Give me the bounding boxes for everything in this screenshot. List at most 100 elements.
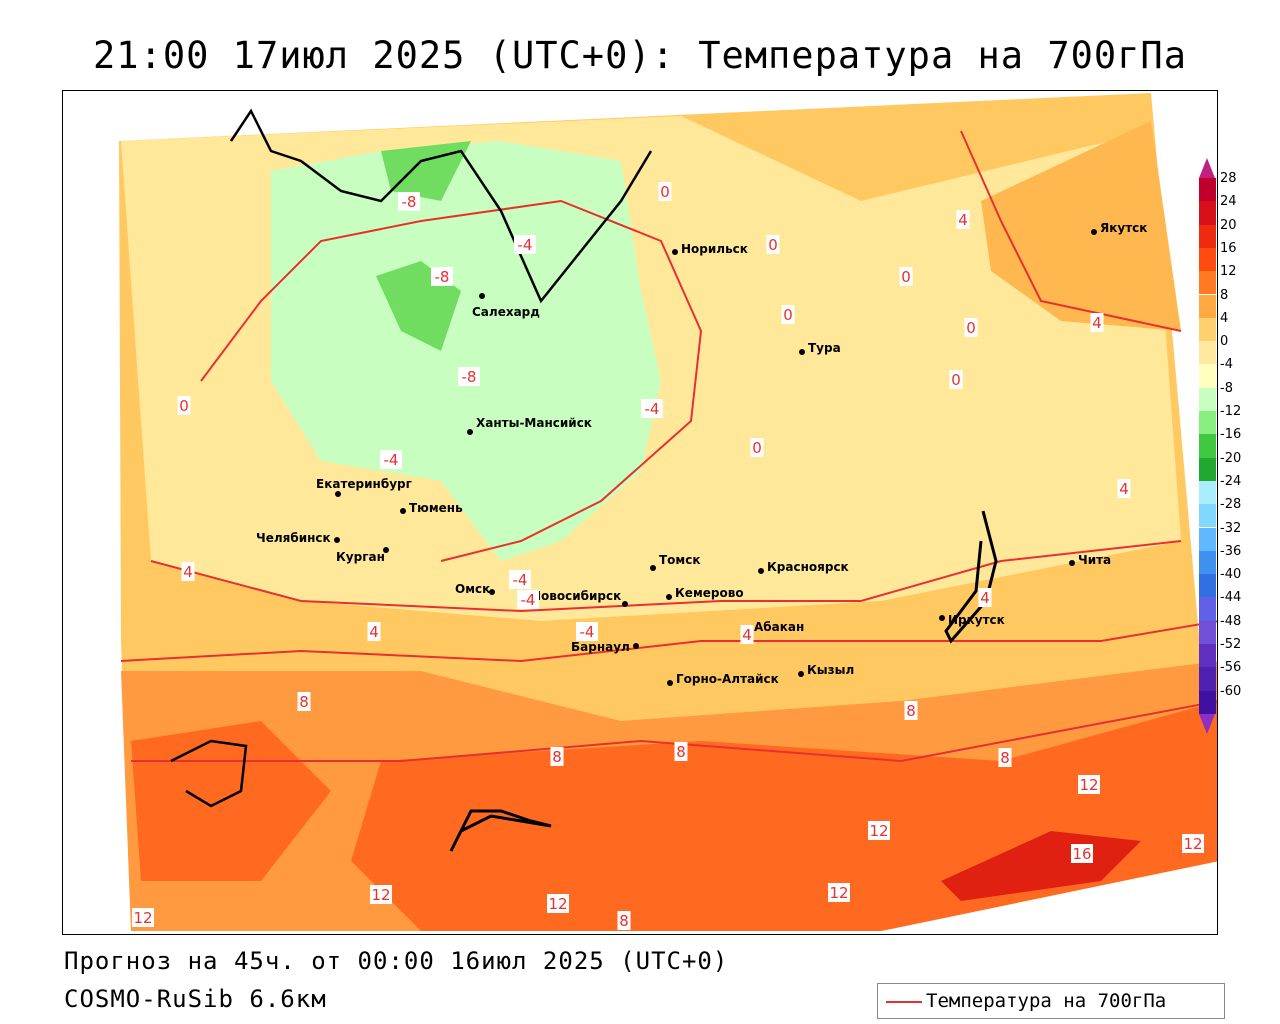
city-kurgan: Курган [336, 547, 389, 564]
colorbar-top-cap [1199, 158, 1215, 178]
city-norilsk: Норильск [672, 242, 748, 256]
svg-text:-8: -8 [435, 268, 450, 286]
svg-text:Тюмень: Тюмень [409, 501, 463, 515]
isoline-value-label: -8 [398, 192, 420, 211]
isoline-value-label: -4 [380, 450, 402, 469]
legend-label: Температура на 700гПа [926, 990, 1167, 1012]
isoline [200, 199, 703, 562]
isoline-value-label: 8 [617, 911, 631, 930]
colorbar-tick-label: 8 [1220, 287, 1229, 303]
coastline [229, 108, 653, 304]
cold-zone-core [381, 141, 471, 201]
city-gorno-altaysk: Горно-Алтайск [667, 672, 779, 686]
svg-text:12: 12 [829, 884, 848, 902]
isoline-value-label: -4 [517, 590, 539, 609]
city-chita: Чита [1069, 553, 1111, 567]
svg-text:8: 8 [619, 912, 629, 930]
svg-text:Горно-Алтайск: Горно-Алтайск [676, 672, 779, 686]
svg-text:Кызыл: Кызыл [807, 663, 854, 677]
lake-west [170, 739, 248, 808]
colorbar-swatch [1199, 644, 1216, 668]
colorbar-tick-label: -36 [1220, 543, 1242, 559]
isoline-value-label: 0 [766, 235, 780, 254]
lake-balkhash [449, 809, 552, 852]
city-irkutsk: Иркутск [939, 613, 1005, 627]
legend: Температура на 700гПа [877, 983, 1225, 1019]
svg-text:Екатеринбург: Екатеринбург [316, 477, 412, 491]
colorbar-tick-label: 16 [1220, 240, 1237, 256]
colorbar-swatch [1199, 411, 1216, 435]
colorbar-swatch [1199, 620, 1216, 644]
city-abakan: Абакан [745, 620, 804, 634]
svg-text:12: 12 [548, 895, 567, 913]
svg-text:0: 0 [768, 236, 778, 254]
svg-text:-4: -4 [518, 236, 533, 254]
isoline-value-label: 0 [750, 438, 764, 457]
city-tyumen: Тюмень [400, 501, 463, 515]
colorbar-tick-label: -8 [1220, 380, 1233, 396]
isoline-value-label: 16 [1071, 844, 1093, 863]
svg-text:16: 16 [1072, 845, 1091, 863]
svg-text:4: 4 [958, 211, 968, 229]
colorbar-swatch [1199, 178, 1216, 202]
svg-text:Чита: Чита [1078, 553, 1111, 567]
svg-text:Томск: Томск [659, 553, 701, 567]
svg-text:4: 4 [1119, 480, 1129, 498]
isoline-value-label: 12 [1078, 775, 1100, 794]
isoline [120, 620, 1217, 663]
isoline-value-label: 0 [899, 267, 913, 286]
forecast-info: Прогноз на 45ч. от 00:00 16июл 2025 (UTC… [64, 947, 729, 975]
svg-text:Тура: Тура [808, 341, 841, 355]
city-novosibirsk: Новосибирск [531, 589, 628, 607]
svg-text:8: 8 [552, 748, 562, 766]
city-chelyabinsk: Челябинск [256, 531, 340, 545]
isoline-value-label: 0 [658, 182, 672, 201]
colorbar-swatch [1199, 317, 1216, 342]
svg-text:8: 8 [676, 743, 686, 761]
svg-text:12: 12 [133, 909, 152, 927]
svg-text:4: 4 [742, 626, 752, 644]
isoline-value-label: 4 [181, 562, 195, 581]
map-title: 21:00 17июл 2025 (UTC+0): Температура на… [93, 34, 1187, 77]
colorbar-swatch [1199, 224, 1216, 248]
colorbar-swatch [1199, 247, 1216, 272]
colorbar-swatch [1199, 574, 1216, 598]
colorbar-tick-label: 20 [1220, 217, 1237, 233]
svg-text:Норильск: Норильск [681, 242, 748, 256]
svg-text:4: 4 [980, 589, 990, 607]
isoline-value-label: 8 [998, 748, 1012, 767]
svg-text:0: 0 [951, 371, 961, 389]
colorbar-tick-label: -48 [1220, 613, 1242, 629]
isoline-value-label: 12 [1182, 834, 1204, 853]
isoline-labels: -8 -8 -4 -8 0 0 0 0 4 4 0 0 -4 -4 0 -4 0 4 -4 -4 4 4 4 8 8 8 8 4 8 12… [132, 182, 1204, 930]
lake-baikal [944, 510, 998, 644]
colorbar-tick-label: 0 [1220, 334, 1229, 350]
svg-text:4: 4 [1092, 314, 1102, 332]
svg-text:12: 12 [1079, 776, 1098, 794]
colorbar-swatch [1199, 387, 1216, 411]
isoline-value-label: 12 [828, 883, 850, 902]
colorbar-tick-label: -4 [1220, 357, 1233, 373]
colorbar-swatch [1199, 690, 1216, 714]
isoline-value-label: 0 [781, 305, 795, 324]
colorbar-tick-label: -28 [1220, 497, 1242, 513]
colorbar-tick-label: 24 [1220, 194, 1237, 210]
colorbar-swatch [1199, 434, 1216, 458]
colorbar-swatch [1199, 667, 1216, 691]
colorbar-tick-label: -44 [1220, 590, 1242, 606]
isoline-value-label: -8 [431, 267, 453, 286]
colorbar-tick-label: 12 [1220, 264, 1237, 280]
svg-text:12: 12 [869, 822, 888, 840]
isoline-value-label: 12 [370, 885, 392, 904]
svg-text:Ханты-Мансийск: Ханты-Мансийск [476, 416, 592, 430]
svg-text:0: 0 [752, 439, 762, 457]
city-barnaul: Барнаул [571, 640, 639, 654]
colorbar-tick-label: 4 [1220, 310, 1229, 326]
svg-text:0: 0 [179, 397, 189, 415]
svg-text:Новосибирск: Новосибирск [531, 589, 621, 603]
colorbar-tick-label: -20 [1220, 450, 1242, 466]
isoline-value-label: -4 [576, 622, 598, 641]
svg-text:8: 8 [906, 702, 916, 720]
colorbar-swatch [1199, 480, 1216, 505]
colorbar-swatch [1199, 527, 1216, 551]
